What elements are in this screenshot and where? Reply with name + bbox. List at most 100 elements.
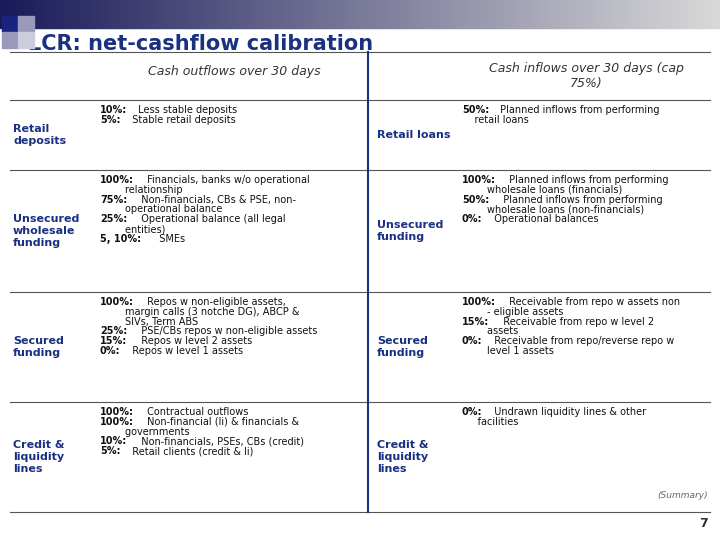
- Bar: [427, 0, 428, 28]
- Bar: [702, 0, 703, 28]
- Bar: [468, 0, 469, 28]
- Bar: [224, 0, 225, 28]
- Bar: [598, 0, 599, 28]
- Bar: [677, 0, 678, 28]
- Text: Repos w level 2 assets: Repos w level 2 assets: [135, 336, 253, 346]
- Bar: [697, 0, 698, 28]
- Bar: [17, 0, 18, 28]
- Bar: [334, 0, 335, 28]
- Bar: [523, 0, 524, 28]
- Bar: [621, 0, 622, 28]
- Bar: [510, 0, 511, 28]
- Bar: [205, 0, 206, 28]
- Bar: [428, 0, 429, 28]
- Bar: [665, 0, 666, 28]
- Text: facilities: facilities: [462, 417, 518, 427]
- Bar: [633, 0, 634, 28]
- Bar: [506, 0, 507, 28]
- Bar: [208, 0, 209, 28]
- Bar: [549, 0, 550, 28]
- Bar: [614, 0, 615, 28]
- Bar: [12, 0, 13, 28]
- Bar: [212, 0, 213, 28]
- Bar: [368, 0, 369, 28]
- Bar: [172, 0, 173, 28]
- Bar: [90, 0, 91, 28]
- Bar: [267, 0, 268, 28]
- Bar: [170, 0, 171, 28]
- Bar: [244, 0, 245, 28]
- Bar: [691, 0, 692, 28]
- Bar: [485, 0, 486, 28]
- Bar: [369, 0, 370, 28]
- Bar: [297, 0, 298, 28]
- Bar: [112, 0, 113, 28]
- Bar: [182, 0, 183, 28]
- Bar: [392, 0, 393, 28]
- Bar: [486, 0, 487, 28]
- Bar: [88, 0, 89, 28]
- Text: Credit &
liquidity
lines: Credit & liquidity lines: [377, 441, 428, 474]
- Bar: [260, 0, 261, 28]
- Bar: [588, 0, 589, 28]
- Bar: [252, 0, 253, 28]
- Bar: [258, 0, 259, 28]
- Bar: [513, 0, 514, 28]
- Bar: [320, 0, 321, 28]
- Bar: [639, 0, 640, 28]
- Bar: [56, 0, 57, 28]
- Bar: [272, 0, 273, 28]
- Bar: [557, 0, 558, 28]
- Bar: [15, 0, 16, 28]
- Bar: [326, 0, 327, 28]
- Bar: [247, 0, 248, 28]
- Bar: [609, 0, 610, 28]
- Bar: [564, 0, 565, 28]
- Bar: [33, 0, 34, 28]
- Bar: [371, 0, 372, 28]
- Bar: [241, 0, 242, 28]
- Bar: [426, 0, 427, 28]
- Bar: [145, 0, 146, 28]
- Bar: [306, 0, 307, 28]
- Bar: [589, 0, 590, 28]
- Bar: [502, 0, 503, 28]
- Bar: [344, 0, 345, 28]
- Bar: [554, 0, 555, 28]
- Bar: [243, 0, 244, 28]
- Bar: [130, 0, 131, 28]
- Bar: [537, 0, 538, 28]
- Bar: [445, 0, 446, 28]
- Bar: [184, 0, 185, 28]
- Bar: [704, 0, 705, 28]
- Bar: [432, 0, 433, 28]
- Bar: [125, 0, 126, 28]
- Bar: [618, 0, 619, 28]
- Text: LCR: net-cashflow calibration: LCR: net-cashflow calibration: [28, 34, 373, 54]
- Bar: [707, 0, 708, 28]
- Text: 5, 10%:: 5, 10%:: [100, 234, 141, 244]
- Text: margin calls (3 notche DG), ABCP &: margin calls (3 notche DG), ABCP &: [100, 307, 300, 317]
- Bar: [164, 0, 165, 28]
- Text: Secured
funding: Secured funding: [377, 336, 428, 358]
- Bar: [670, 0, 671, 28]
- Bar: [2, 16, 18, 32]
- Bar: [178, 0, 179, 28]
- Bar: [41, 0, 42, 28]
- Text: 100%:: 100%:: [100, 175, 134, 185]
- Bar: [552, 0, 553, 28]
- Bar: [442, 0, 443, 28]
- Bar: [234, 0, 235, 28]
- Bar: [102, 0, 103, 28]
- Bar: [503, 0, 504, 28]
- Bar: [211, 0, 212, 28]
- Bar: [492, 0, 493, 28]
- Bar: [370, 0, 371, 28]
- Bar: [529, 0, 530, 28]
- Bar: [309, 0, 310, 28]
- Bar: [86, 0, 87, 28]
- Bar: [315, 0, 316, 28]
- Bar: [385, 0, 386, 28]
- Bar: [20, 0, 21, 28]
- Bar: [587, 0, 588, 28]
